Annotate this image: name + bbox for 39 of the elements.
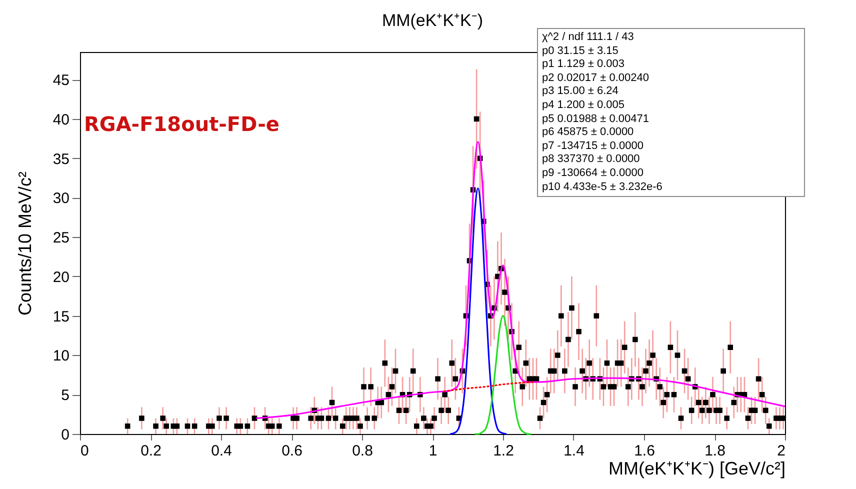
annotation: p2 0.02017 ± 0.00240 [542, 72, 650, 86]
x-tick-label: 1.4 [564, 442, 584, 460]
y-axis-title: Counts/10 MeV/c² [14, 171, 35, 316]
annotation: p1 1.129 ± 0.003 [542, 58, 626, 72]
y-tick-label: 35 [52, 150, 70, 168]
x-tick-label: 0.4 [211, 442, 232, 460]
annotation: p4 1.200 ± 0.005 [542, 98, 626, 113]
annotation: p6 45875 ± 0.0000 [542, 126, 635, 140]
x-tick-label: 1.6 [634, 442, 655, 460]
annotation: p5 0.01988 ± 0.00471 [542, 112, 650, 126]
x-axis-title: MM(eK⁺K⁺K⁻) [GeV/c²] [608, 458, 786, 478]
x-tick-label: 0.2 [140, 442, 162, 460]
line-series [474, 315, 532, 435]
x-tick-label: 0 [80, 442, 89, 460]
annotation: p0 31.15 ± 3.15 [542, 44, 620, 58]
y-tick-label: 20 [52, 268, 70, 286]
annotation: p9 -130664 ± 0.0000 [542, 166, 644, 181]
annotation: RGA-F18out-FD-e [84, 112, 280, 136]
y-tick-label: 45 [52, 72, 70, 90]
annotation: p7 -134715 ± 0.0000 [542, 140, 644, 154]
y-tick-label: 40 [52, 111, 70, 128]
y-tick-label: 15 [52, 308, 70, 326]
y-tick-label: 5 [61, 387, 70, 404]
annotation: p10 4.433e-5 ± 3.232e-6 [542, 180, 664, 194]
text: χ^2 / ndf 111.1 / 43 [542, 31, 634, 43]
x-tick-label: 1.8 [704, 442, 726, 460]
annotation: p3 15.00 ± 6.24 [542, 85, 620, 99]
x-tick-label: 0.6 [282, 442, 302, 460]
annotation: p8 337370 ± 0.0000 [542, 153, 641, 167]
y-tick-label: 30 [52, 190, 70, 208]
x-tick-label: 2 [777, 442, 786, 460]
y-tick-label: 25 [52, 230, 70, 247]
chart-title: MM(eK⁺K⁺K⁻) [382, 11, 484, 30]
x-tick-label: 1.2 [493, 442, 514, 460]
y-tick-label: 0 [61, 426, 70, 444]
y-tick-label: 10 [52, 348, 70, 365]
line-series [449, 187, 508, 435]
x-tick-label: 0.8 [352, 442, 373, 460]
x-tick-label: 1 [428, 442, 438, 460]
